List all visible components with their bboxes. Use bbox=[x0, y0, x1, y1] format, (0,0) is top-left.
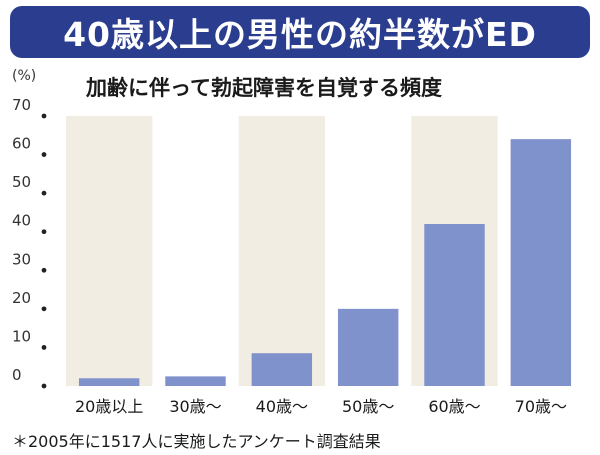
y-tick-dot bbox=[41, 383, 47, 389]
bar bbox=[424, 224, 485, 386]
bar bbox=[337, 308, 399, 386]
y-tick-label: 60 bbox=[12, 135, 31, 153]
y-tick-dot bbox=[41, 345, 47, 350]
x-tick-label: 50歳～ bbox=[342, 397, 394, 416]
y-tick-dot bbox=[41, 267, 47, 273]
y-axis-unit-label: (%) bbox=[12, 68, 37, 84]
x-tick-label: 40歳～ bbox=[256, 397, 308, 416]
bar bbox=[510, 139, 572, 386]
y-tick-label: 70 bbox=[12, 96, 31, 114]
y-tick-dot bbox=[41, 113, 47, 119]
x-tick-label: 30歳～ bbox=[169, 397, 221, 416]
y-tick-dot bbox=[41, 229, 47, 235]
x-tick-label: 70歳～ bbox=[515, 397, 567, 416]
x-tick-label: 20歳以上 bbox=[75, 397, 143, 416]
y-tick-label: 20 bbox=[12, 289, 31, 307]
y-tick-label: 50 bbox=[12, 173, 31, 191]
headline-banner: 40歳以上の男性の約半数がED bbox=[10, 6, 590, 58]
x-tick-label: 60歳～ bbox=[428, 397, 480, 416]
y-tick-label: 0 bbox=[12, 366, 22, 384]
footnote: ＊2005年に1517人に実施したアンケート調査結果 bbox=[12, 432, 381, 451]
bar bbox=[251, 353, 313, 386]
y-tick-label: 10 bbox=[12, 327, 31, 345]
y-tick-dot bbox=[41, 306, 47, 312]
y-tick-dot bbox=[41, 190, 47, 196]
bar bbox=[78, 378, 140, 386]
chart-title: 加齢に伴って勃起障害を自覚する頻度 bbox=[86, 76, 442, 100]
y-tick-label: 40 bbox=[12, 212, 31, 230]
y-tick-label: 30 bbox=[12, 250, 31, 268]
bar bbox=[165, 376, 226, 386]
y-tick-dot bbox=[41, 152, 47, 157]
background-band bbox=[238, 116, 325, 386]
background-band bbox=[66, 116, 153, 386]
